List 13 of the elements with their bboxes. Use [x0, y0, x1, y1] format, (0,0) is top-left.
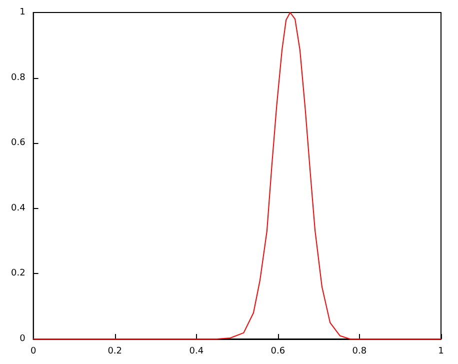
x-tick-label: 0.8: [352, 346, 367, 356]
x-tick-label: 0: [30, 346, 36, 356]
y-tick-label: 0.4: [10, 203, 26, 214]
x-tick-label: 0.4: [189, 346, 204, 356]
x-tick-label: 0.2: [108, 346, 122, 356]
y-tick-label: 1: [20, 8, 26, 18]
line-series: [32, 12, 442, 340]
x-tick-label: 1: [438, 346, 444, 356]
y-tick-label: 0.2: [10, 268, 26, 279]
y-tick-label: 0: [20, 334, 26, 344]
y-tick-label: 0.6: [10, 138, 26, 148]
y-tick-label: 0.8: [10, 72, 26, 83]
x-tick-label: 0.6: [270, 346, 286, 356]
